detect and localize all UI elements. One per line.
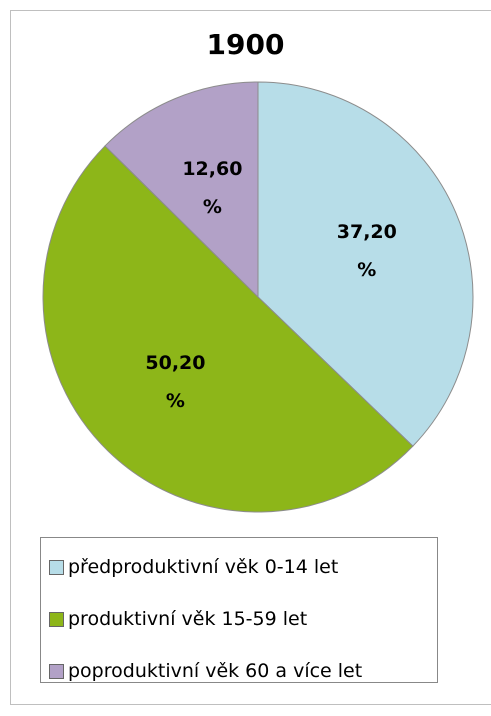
legend-label: předproduktivní věk 0-14 let xyxy=(68,556,339,578)
data-label: 50,20 % xyxy=(145,351,206,412)
pie-slice xyxy=(257,81,474,447)
pie-slice xyxy=(42,145,414,513)
chart-title: 1900 xyxy=(206,28,285,61)
legend-label: poproduktivní věk 60 a více let xyxy=(68,660,363,682)
legend-label: produktivní věk 15-59 let xyxy=(68,608,308,630)
legend-entry: poproduktivní věk 60 a více let xyxy=(49,660,362,682)
data-label: 12,60 % xyxy=(182,157,243,218)
legend-swatch xyxy=(49,559,64,575)
data-label: 37,20 % xyxy=(336,220,397,281)
chart-frame xyxy=(10,10,491,705)
pie-slice xyxy=(104,81,259,299)
legend-swatch xyxy=(49,611,64,627)
legend-entry: produktivní věk 15-59 let xyxy=(49,608,307,630)
legend-swatch xyxy=(49,663,64,679)
legend: předproduktivní věk 0-14 let produktivní … xyxy=(40,537,438,683)
legend-entry: předproduktivní věk 0-14 let xyxy=(49,556,338,578)
